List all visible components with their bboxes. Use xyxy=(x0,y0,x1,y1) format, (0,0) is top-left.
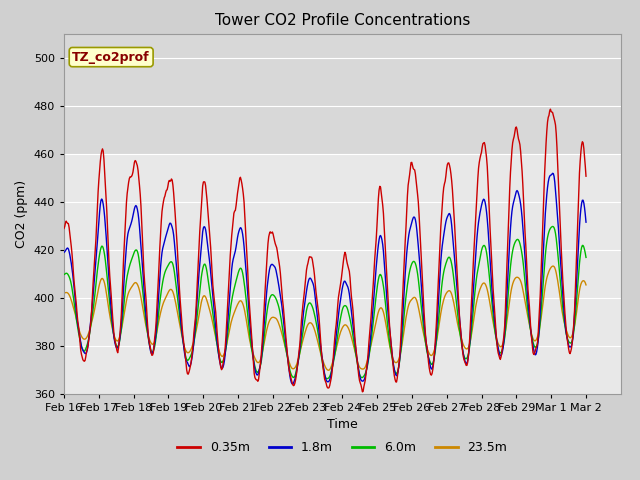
Bar xyxy=(64,34,621,154)
Legend: 0.35m, 1.8m, 6.0m, 23.5m: 0.35m, 1.8m, 6.0m, 23.5m xyxy=(172,436,513,459)
Title: Tower CO2 Profile Concentrations: Tower CO2 Profile Concentrations xyxy=(214,13,470,28)
Y-axis label: CO2 (ppm): CO2 (ppm) xyxy=(15,180,28,248)
X-axis label: Time: Time xyxy=(327,418,358,431)
Text: TZ_co2prof: TZ_co2prof xyxy=(72,50,150,63)
